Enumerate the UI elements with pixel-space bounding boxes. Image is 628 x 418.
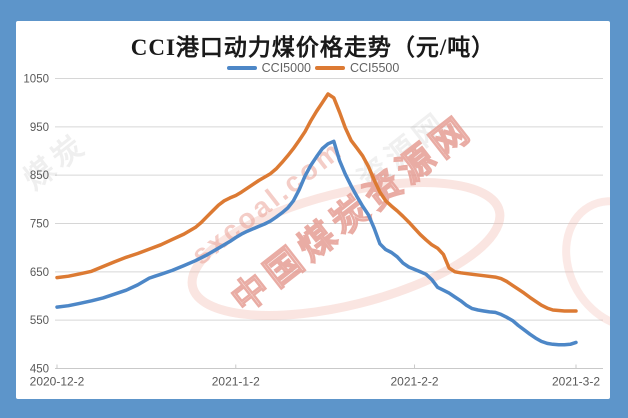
y-tick-label-550: 550: [30, 315, 49, 327]
y-tick-label-750: 750: [30, 219, 49, 231]
watermark-ghost-left: 煤炭: [18, 127, 93, 196]
chart-panel: CCI港口动力煤价格走势（元/吨） CCI5000 CCI5500 煤炭 资源网…: [16, 21, 610, 399]
x-tick-label-0: 2020-12-2: [30, 375, 85, 389]
series-layer: [55, 92, 578, 347]
y-tick-label-850: 850: [30, 170, 49, 182]
legend-item-cci5500[interactable]: CCI5500: [315, 61, 399, 75]
y-tick-label-650: 650: [30, 267, 49, 279]
y-tick-label-1050: 1050: [23, 74, 49, 86]
x-tick-label-3: 2021-3-2: [552, 375, 600, 389]
watermark-oval: [187, 178, 505, 320]
x-tick-label-2: 2021-2-2: [391, 375, 439, 389]
watermark-layer: 煤炭 资源网 sxcoal.com 中国煤炭资源网: [18, 106, 610, 331]
legend-line-swatch-cci5000: [226, 66, 257, 70]
watermark-oval-right: [562, 197, 610, 331]
y-tick-label-450: 450: [30, 364, 49, 376]
legend-line-swatch-cci5500: [315, 66, 345, 70]
legend-label-cci5000: CCI5000: [261, 61, 311, 75]
cci5000-line: [55, 139, 578, 347]
chart-title: CCI港口动力煤价格走势（元/吨）: [130, 35, 496, 60]
cci5500-line: [55, 92, 578, 313]
x-tick-label-1: 2021-1-2: [212, 375, 260, 389]
price-trend-chart: 煤炭 资源网 sxcoal.com 中国煤炭资源网 1050 950 850 750 6…: [18, 74, 610, 389]
y-tick-label-950: 950: [30, 122, 49, 134]
legend-item-cci5000[interactable]: CCI5000: [226, 61, 311, 75]
legend-label-cci5500: CCI5500: [350, 61, 400, 75]
legend: CCI5000 CCI5500: [16, 61, 610, 75]
